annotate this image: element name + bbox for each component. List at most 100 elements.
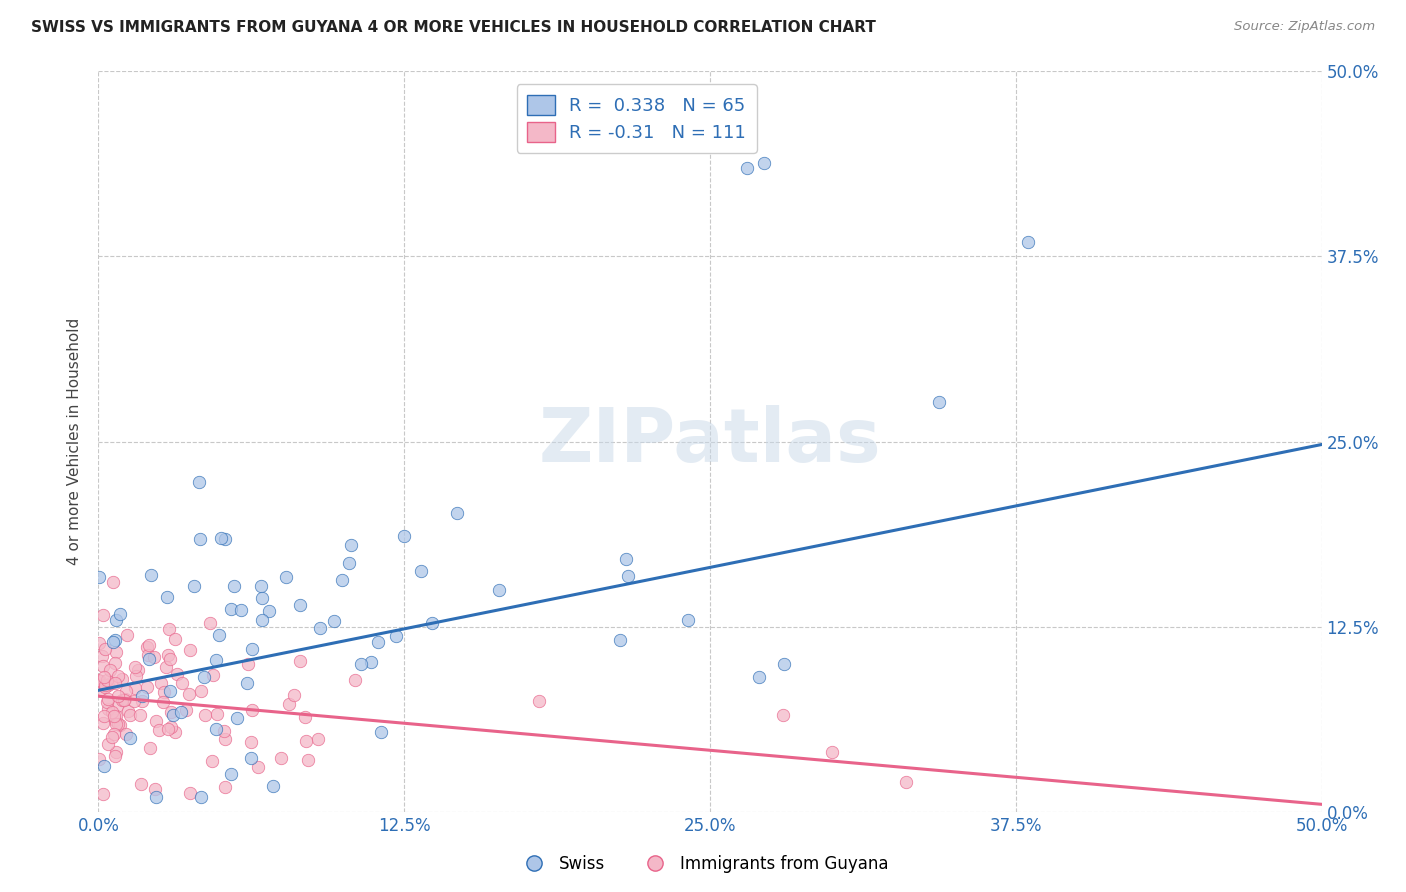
Point [344, 673, 367, 687]
Point [821, 746, 844, 760]
Point [127, 664, 149, 678]
Point [103, 575, 125, 590]
Point [115, 683, 138, 698]
Point [240, 735, 263, 749]
Point [214, 724, 236, 739]
Point [201, 668, 224, 682]
Point [222, 579, 245, 593]
Point [138, 652, 160, 666]
Point [277, 698, 299, 712]
Point [226, 711, 249, 725]
Point [488, 583, 510, 598]
Point [152, 685, 174, 699]
Point [93, 670, 115, 684]
Point [297, 753, 319, 767]
Point [174, 704, 197, 718]
Point [104, 717, 127, 731]
Point [87, 673, 110, 688]
Point [676, 613, 699, 627]
Point [100, 730, 122, 744]
Point [187, 475, 209, 489]
Point [190, 789, 212, 804]
Point [97, 691, 120, 706]
Point [772, 708, 794, 723]
Point [735, 161, 758, 175]
Point [179, 786, 201, 800]
Point [205, 723, 228, 737]
Point [125, 668, 148, 682]
Point [104, 745, 127, 759]
Point [204, 653, 226, 667]
Point [157, 648, 180, 663]
Point [772, 657, 794, 672]
Point [112, 693, 135, 707]
Point [263, 779, 285, 793]
Point [446, 507, 468, 521]
Point [111, 693, 134, 707]
Point [103, 727, 125, 741]
Point [131, 689, 153, 703]
Point [214, 780, 236, 795]
Point [201, 754, 224, 768]
Text: SWISS VS IMMIGRANTS FROM GUYANA 4 OR MORE VEHICLES IN HOUSEHOLD CORRELATION CHAR: SWISS VS IMMIGRANTS FROM GUYANA 4 OR MOR… [31, 20, 876, 35]
Point [118, 731, 141, 746]
Point [117, 704, 139, 718]
Point [295, 734, 318, 748]
Point [114, 692, 136, 706]
Point [257, 604, 280, 618]
Point [124, 681, 146, 695]
Point [392, 529, 415, 543]
Point [616, 569, 638, 583]
Point [93, 709, 115, 723]
Legend: Swiss, Immigrants from Guyana: Swiss, Immigrants from Guyana [510, 848, 896, 880]
Point [409, 564, 432, 578]
Point [240, 751, 263, 765]
Point [143, 781, 166, 796]
Point [107, 717, 129, 731]
Point [115, 628, 138, 642]
Point [609, 632, 631, 647]
Point [104, 709, 127, 723]
Point [337, 556, 360, 570]
Point [111, 672, 134, 686]
Point [141, 567, 163, 582]
Point [97, 737, 120, 751]
Point [108, 717, 131, 731]
Point [231, 602, 253, 616]
Point [138, 638, 160, 652]
Point [155, 660, 177, 674]
Point [87, 570, 110, 584]
Point [94, 642, 117, 657]
Point [290, 598, 312, 612]
Point [193, 670, 215, 684]
Point [120, 708, 142, 723]
Point [128, 708, 150, 723]
Point [208, 628, 231, 642]
Point [94, 678, 117, 692]
Point [104, 713, 127, 727]
Point [170, 705, 193, 719]
Point [91, 608, 114, 623]
Point [1017, 235, 1039, 249]
Point [330, 573, 353, 587]
Point [385, 629, 408, 643]
Point [360, 655, 382, 669]
Point [350, 657, 373, 672]
Point [131, 694, 153, 708]
Text: Source: ZipAtlas.com: Source: ZipAtlas.com [1234, 20, 1375, 33]
Point [200, 615, 222, 630]
Point [214, 532, 236, 546]
Point [148, 723, 170, 738]
Point [100, 676, 122, 690]
Point [194, 708, 217, 723]
Point [142, 650, 165, 665]
Point [129, 777, 152, 791]
Point [236, 676, 259, 690]
Point [98, 663, 121, 677]
Point [340, 538, 363, 552]
Point [91, 649, 114, 664]
Point [240, 641, 263, 656]
Point [207, 706, 229, 721]
Point [157, 722, 180, 736]
Point [124, 660, 146, 674]
